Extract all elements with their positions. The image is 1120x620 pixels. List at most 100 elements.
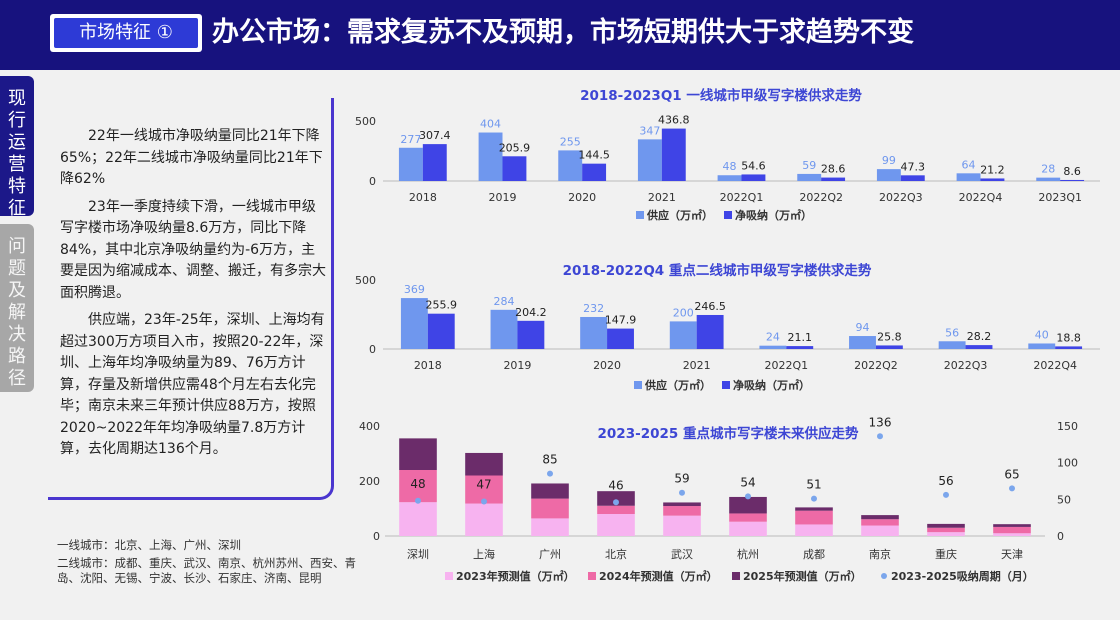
stacked-bar-segment [597, 491, 635, 506]
bar [956, 173, 981, 181]
tab-char: 决 [8, 324, 26, 345]
legend-swatch [724, 211, 732, 219]
tab-current-operations[interactable]: 现 行 运 营 特 征 [0, 76, 34, 219]
tab-char: 问 [8, 236, 26, 257]
tab-problems-solutions[interactable]: 问 题 及 解 决 路 径 [0, 224, 34, 392]
summary-box: 22年一线城市净吸纳量同比21年下降65%；22年二线城市净吸纳量同比21年下降… [48, 98, 334, 500]
cycle-label: 54 [740, 475, 755, 489]
cycle-label: 56 [938, 474, 953, 488]
x-tick-label: 2019 [503, 359, 531, 372]
bar [1060, 179, 1085, 181]
bar [900, 175, 925, 181]
cycle-dot [613, 499, 619, 506]
stacked-bar-segment [531, 518, 569, 536]
x-tick-label: 2022Q2 [854, 359, 898, 372]
data-label: 99 [882, 154, 896, 167]
x-tick-label: 2023Q1 [1038, 191, 1082, 204]
cycle-dot [943, 491, 949, 498]
cycle-dot [745, 493, 751, 500]
legend-label: 净吸纳（万㎡） [733, 378, 810, 392]
bar [1055, 346, 1083, 349]
cycle-dot [481, 498, 487, 505]
bar [759, 345, 787, 349]
legend-swatch [881, 573, 887, 579]
data-label: 56 [945, 326, 959, 339]
data-label: 25.8 [877, 330, 902, 343]
bar [517, 320, 545, 349]
legend-swatch [732, 572, 740, 580]
x-tick-label: 2022Q3 [944, 359, 988, 372]
data-label: 28 [1041, 163, 1055, 176]
data-label: 255 [560, 135, 581, 148]
y-tick-label: 0 [373, 530, 380, 543]
stacked-bar-segment [465, 475, 503, 504]
tier1-note: 一线城市：北京、上海、广州、深圳 [57, 538, 241, 552]
chart-title: 2018-2022Q4 重点二线城市甲级写字楼供求走势 [563, 262, 872, 279]
bar [938, 341, 966, 349]
legend-swatch [588, 572, 596, 580]
data-label: 21.1 [788, 331, 813, 344]
data-label: 24 [766, 331, 780, 344]
data-label: 255.9 [426, 299, 458, 312]
bar [849, 336, 876, 349]
y-tick-label: 0 [369, 175, 376, 188]
city-notes: 一线城市：北京、上海、广州、深圳 二线城市：成都、重庆、武汉、南京、杭州苏州、西… [57, 538, 357, 589]
data-label: 147.9 [605, 314, 637, 327]
stacked-bar-segment [927, 523, 965, 528]
bar [1028, 343, 1056, 349]
stacked-bar-segment [861, 515, 899, 520]
y-tick-label: 200 [359, 475, 380, 488]
x-tick-label: 北京 [605, 547, 627, 561]
x-tick-label: 2022Q1 [720, 191, 764, 204]
bar [558, 150, 583, 181]
data-label: 246.5 [694, 300, 726, 313]
x-tick-label: 杭州 [737, 547, 759, 561]
section-badge-label: 市场特征 ① [54, 18, 198, 48]
cycle-label: 47 [476, 478, 491, 492]
data-label: 232 [583, 302, 604, 315]
data-label: 47.3 [901, 160, 926, 173]
bar [965, 345, 993, 349]
bar [400, 298, 428, 349]
x-tick-label: 2021 [683, 359, 711, 372]
stacked-bar-segment [597, 505, 635, 514]
cycle-dot [415, 497, 421, 504]
x-tick-label: 2020 [593, 359, 621, 372]
x-tick-label: 2021 [648, 191, 676, 204]
tab-char: 征 [8, 198, 26, 219]
bar [661, 128, 686, 181]
data-label: 284 [493, 295, 514, 308]
legend-swatch [722, 381, 730, 389]
cycle-dot [1009, 485, 1015, 492]
bar [876, 169, 901, 181]
data-label: 59 [802, 159, 816, 172]
data-label: 205.9 [499, 141, 531, 154]
data-label: 28.6 [821, 163, 846, 176]
data-label: 8.6 [1063, 165, 1081, 178]
data-label: 28.2 [967, 330, 992, 343]
bar [1036, 177, 1061, 181]
legend-label: 2024年预测值（万㎡） [599, 569, 718, 583]
bar [741, 174, 766, 181]
tab-char: 特 [8, 176, 26, 197]
stacked-bar-segment [729, 521, 767, 536]
x-tick-label: 南京 [869, 547, 891, 561]
bar [717, 175, 742, 181]
stacked-bar-segment [663, 506, 701, 516]
legend-swatch [445, 572, 453, 580]
data-label: 94 [855, 321, 869, 334]
y2-tick-label: 0 [1057, 530, 1064, 543]
bar [696, 314, 724, 349]
data-label: 54.6 [741, 159, 766, 172]
summary-text: 22年一线城市净吸纳量同比21年下降65%；22年二线城市净吸纳量同比21年下降… [60, 126, 328, 467]
bar [580, 316, 608, 349]
x-tick-label: 2022Q2 [799, 191, 843, 204]
y2-tick-label: 150 [1057, 420, 1078, 433]
cycle-dot [811, 495, 817, 502]
y-tick-label: 500 [355, 115, 376, 128]
bar [607, 328, 634, 349]
bar [637, 139, 662, 181]
tab-char: 题 [8, 258, 26, 279]
cycle-dot [679, 489, 685, 496]
x-tick-label: 2018 [409, 191, 437, 204]
